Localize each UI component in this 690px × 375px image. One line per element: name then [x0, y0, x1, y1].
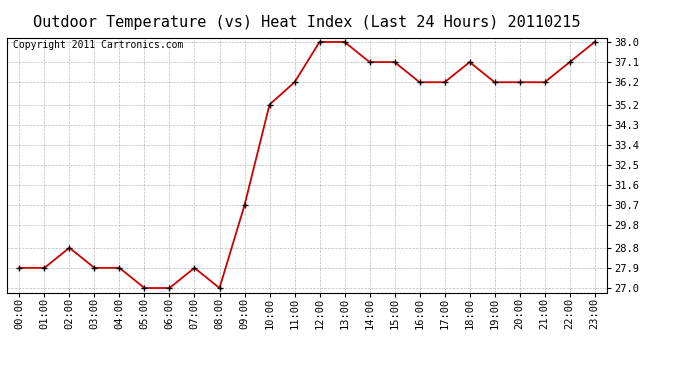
Text: Copyright 2011 Cartronics.com: Copyright 2011 Cartronics.com [13, 40, 184, 50]
Text: Outdoor Temperature (vs) Heat Index (Last 24 Hours) 20110215: Outdoor Temperature (vs) Heat Index (Las… [33, 15, 581, 30]
